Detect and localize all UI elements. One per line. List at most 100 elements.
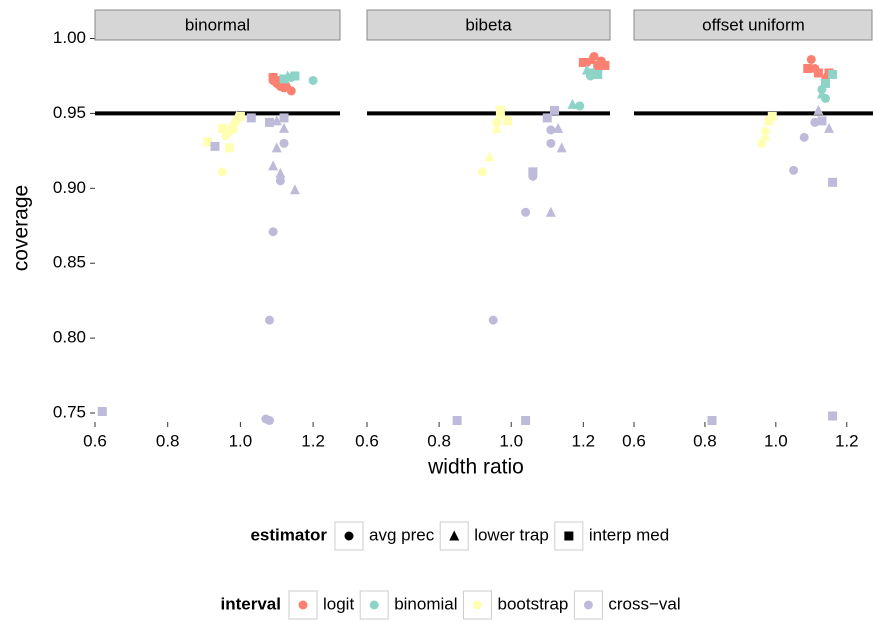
point — [495, 105, 505, 115]
point — [828, 177, 838, 187]
point — [817, 116, 827, 126]
point — [578, 57, 588, 67]
legend-label: interp med — [589, 525, 669, 544]
point — [760, 130, 771, 141]
point — [757, 138, 767, 148]
x-axis-label: width ratio — [427, 456, 524, 479]
y-tick-label: 0.80 — [53, 328, 86, 347]
point — [567, 98, 578, 109]
point — [528, 167, 538, 177]
point — [220, 122, 231, 133]
strip-label: bibeta — [465, 15, 512, 34]
point — [210, 141, 220, 151]
y-tick-label: 0.95 — [53, 103, 86, 122]
point — [813, 104, 824, 115]
point — [593, 60, 603, 70]
point — [290, 71, 300, 81]
point — [308, 75, 318, 85]
point — [813, 68, 823, 78]
y-tick-label: 0.75 — [53, 402, 86, 421]
legend-key — [359, 590, 389, 620]
point — [282, 70, 293, 81]
point — [799, 132, 809, 142]
x-tick-label: 0.6 — [83, 431, 107, 450]
legend-label: avg prec — [369, 525, 435, 544]
point — [246, 113, 256, 123]
point — [546, 125, 556, 135]
point — [203, 137, 213, 147]
point — [484, 151, 495, 162]
y-axis-label: coverage — [10, 185, 33, 271]
point — [268, 227, 278, 237]
point — [816, 88, 827, 99]
point — [575, 101, 585, 111]
legend-symbol — [344, 531, 354, 541]
point — [275, 167, 286, 178]
point — [264, 117, 274, 127]
legend-symbol — [583, 600, 593, 610]
point — [521, 207, 531, 217]
x-tick-label: 0.8 — [156, 431, 180, 450]
point — [767, 111, 777, 121]
point — [228, 123, 238, 133]
point — [549, 105, 559, 115]
x-tick-label: 1.2 — [835, 431, 859, 450]
point — [593, 69, 603, 79]
legend-title: interval — [221, 594, 281, 613]
point — [492, 117, 502, 127]
point — [546, 138, 556, 148]
x-tick-label: 1.0 — [499, 431, 523, 450]
y-tick-label: 0.85 — [53, 253, 86, 272]
point — [810, 117, 820, 127]
point — [235, 111, 245, 121]
point — [828, 411, 838, 421]
point — [97, 407, 107, 417]
x-tick-label: 1.0 — [764, 431, 788, 450]
point — [289, 184, 300, 195]
legend-label: bootstrap — [498, 594, 569, 613]
point — [545, 206, 556, 217]
point — [271, 115, 282, 126]
point — [477, 167, 487, 177]
strip — [366, 9, 611, 41]
legend-title: estimator — [250, 525, 327, 544]
point — [279, 138, 289, 148]
legend-symbol — [298, 600, 308, 610]
point — [803, 63, 813, 73]
legend-symbol — [369, 600, 379, 610]
legend-symbol — [473, 600, 482, 610]
point — [452, 416, 462, 426]
point — [271, 142, 282, 153]
legend-label: lower trap — [474, 525, 549, 544]
x-tick-label: 1.2 — [572, 431, 596, 450]
point — [264, 315, 274, 325]
point — [820, 78, 830, 88]
point — [221, 131, 231, 141]
point — [707, 416, 717, 426]
x-tick-label: 1.2 — [301, 431, 325, 450]
y-tick-label: 1.00 — [53, 28, 86, 47]
strip — [633, 9, 873, 41]
point — [268, 160, 279, 171]
x-tick-label: 0.6 — [622, 431, 646, 450]
point — [264, 416, 274, 426]
point — [553, 122, 564, 133]
point — [585, 53, 596, 64]
point — [556, 142, 567, 153]
legend-symbol — [564, 531, 574, 541]
point — [228, 116, 239, 127]
point — [217, 123, 227, 133]
legend-label: binomial — [394, 594, 457, 613]
point — [275, 176, 285, 186]
point — [279, 113, 289, 123]
point — [542, 113, 552, 123]
point — [224, 143, 234, 153]
strip-label: offset uniform — [702, 15, 805, 34]
point — [806, 54, 816, 64]
point — [581, 64, 592, 75]
point — [279, 122, 290, 133]
point — [789, 165, 799, 175]
strip — [94, 9, 341, 41]
point — [828, 69, 838, 79]
